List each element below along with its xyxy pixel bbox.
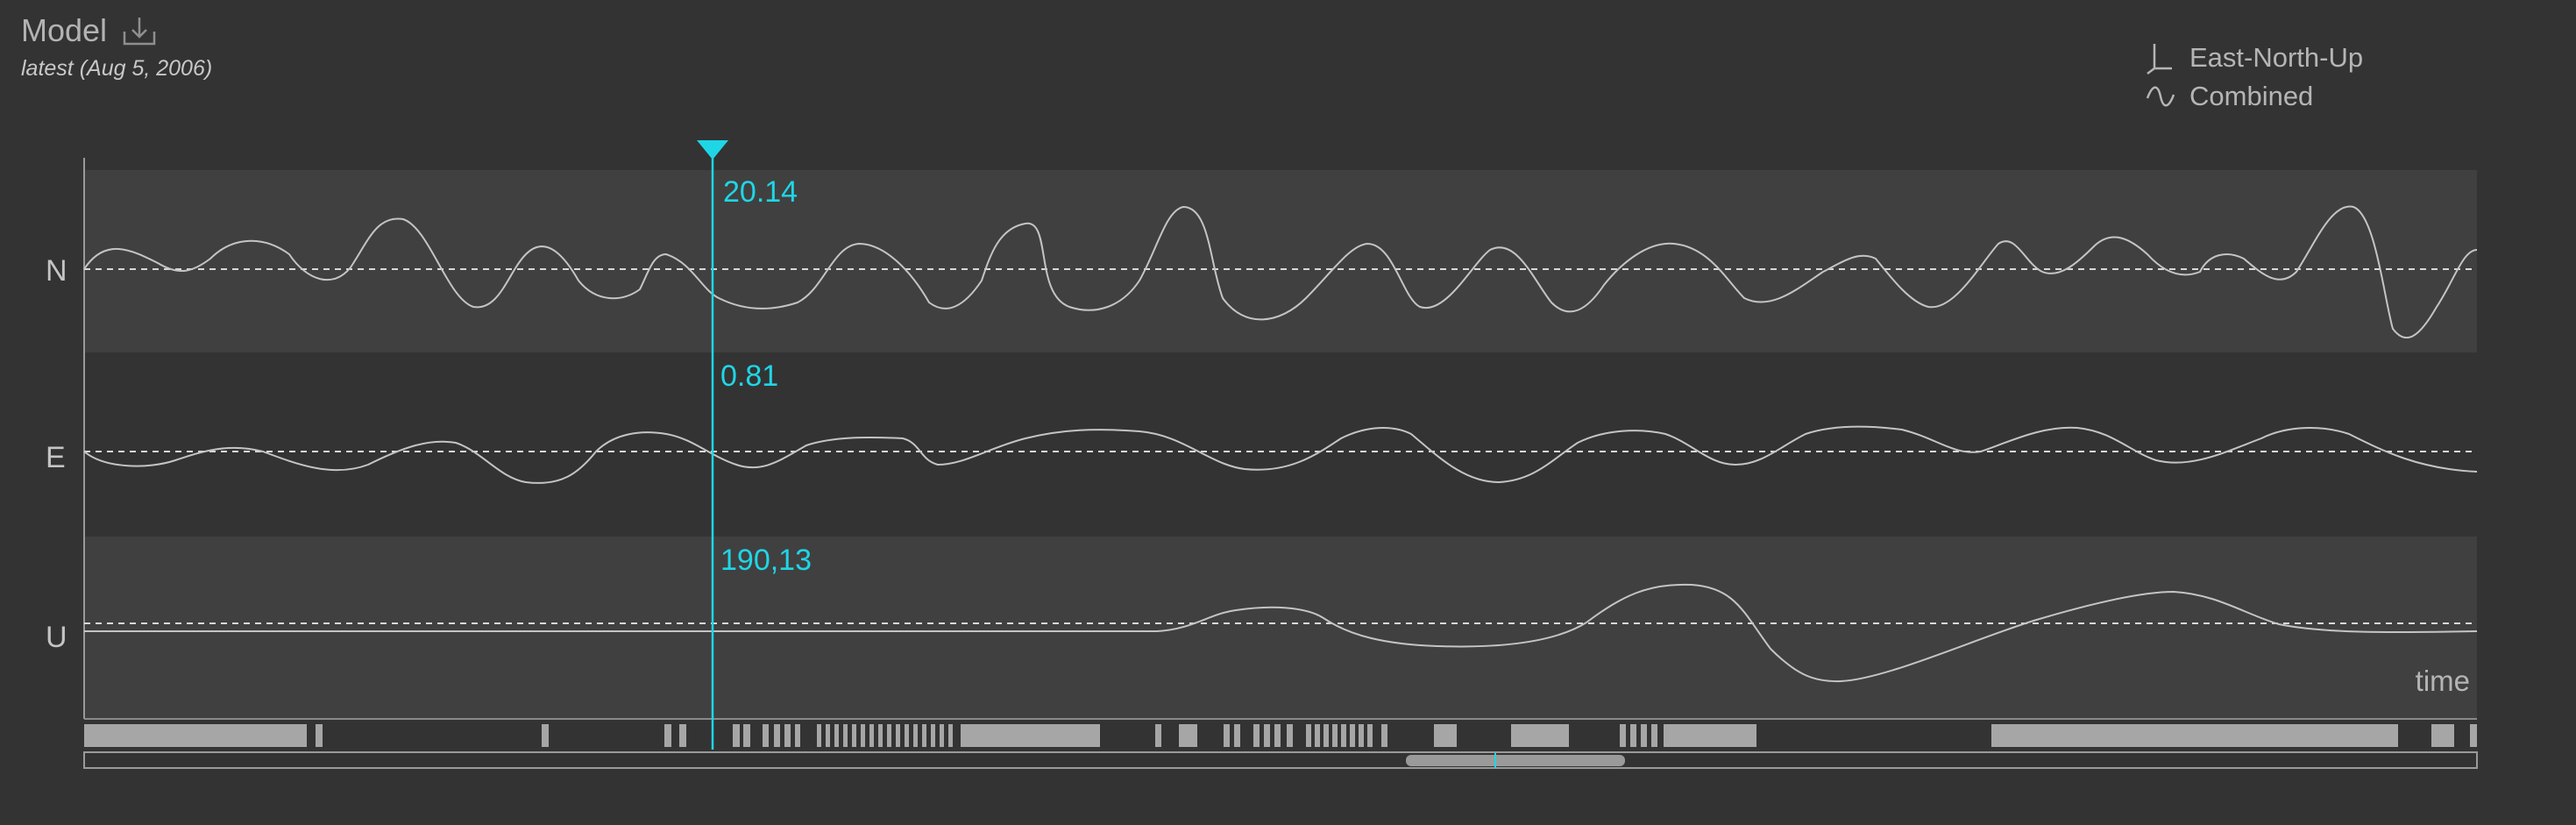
availability-segment [1630,724,1636,747]
time-cursor-handle[interactable] [697,140,728,160]
download-icon[interactable] [121,14,158,47]
legend-item-combined[interactable]: Combined [2146,77,2363,116]
availability-segment [1315,724,1320,747]
availability-segment [1306,724,1311,747]
availability-segment [1434,724,1457,747]
availability-segment [905,724,909,747]
header: Model latest (Aug 5, 2006) [21,12,212,82]
availability-segment [774,724,780,747]
availability-segment [679,724,686,747]
availability-segment [1641,724,1647,747]
availability-segment [664,724,671,747]
x-axis-label: time [2416,665,2470,697]
cursor-value-e: 0.81 [720,359,778,393]
availability-segment [1155,724,1161,747]
cursor-value-n: 20.14 [723,175,798,209]
availability-segment [1323,724,1329,747]
availability-segment [887,724,891,747]
availability-segment [1381,724,1387,747]
availability-segment [913,724,918,747]
availability-segment [2431,724,2454,747]
availability-segment [763,724,769,747]
availability-segment [1287,724,1293,747]
track-label-n: N [46,254,67,288]
band-n [84,170,2477,352]
curve-n [83,205,2478,339]
legend: East-North-Up Combined [2146,39,2363,116]
availability-segment [1224,724,1230,747]
legend-item-enu[interactable]: East-North-Up [2146,39,2363,77]
availability-segment [817,724,821,747]
availability-segment [878,724,883,747]
availability-segment [1253,724,1260,747]
availability-segment [869,724,874,747]
availability-segment [1651,724,1657,747]
availability-segment [733,724,740,747]
availability-segment [834,724,839,747]
curve-e [83,425,2478,484]
availability-segment [922,724,926,747]
availability-segment [826,724,830,747]
availability-segment [1991,724,2398,747]
scrollbar-track[interactable] [83,751,2478,769]
track-label-e: E [46,441,66,474]
availability-segment [961,724,1100,747]
availability-segment [1341,724,1346,747]
curve-u [84,583,2478,683]
availability-segment [1274,724,1281,747]
availability-segment [542,724,549,747]
availability-segment [795,724,800,747]
availability-segment [1332,724,1338,747]
wave-icon [2146,79,2175,114]
cursor-value-u: 190,13 [720,544,812,577]
availability-segment [2470,724,2477,747]
availability-segment [1620,724,1626,747]
scrollbar-thumb[interactable] [1406,755,1625,766]
availability-segment [1664,724,1756,747]
availability-segment [1234,724,1240,747]
availability-segment [896,724,900,747]
availability-segment [743,724,750,747]
availability-segment [1350,724,1355,747]
availability-segment [931,724,935,747]
availability-segment [1367,724,1373,747]
legend-label-combined: Combined [2189,81,2314,111]
availability-segment [852,724,856,747]
availability-segment [1264,724,1270,747]
page-title: Model [21,12,108,48]
track-label-u: U [46,621,67,654]
availability-segment [1511,724,1569,747]
availability-segment [84,724,307,747]
legend-label-enu: East-North-Up [2189,42,2364,73]
availability-segment [948,724,953,747]
axes-icon [2146,40,2175,75]
page-subtitle: latest (Aug 5, 2006) [21,56,213,81]
availability-segment [861,724,865,747]
availability-segment [784,724,791,747]
data-availability-bar [84,724,2477,747]
availability-segment [1179,724,1197,747]
availability-segment [316,724,323,747]
band-u [84,537,2477,719]
availability-segment [940,724,944,747]
availability-segment [843,724,848,747]
availability-segment [1359,724,1364,747]
